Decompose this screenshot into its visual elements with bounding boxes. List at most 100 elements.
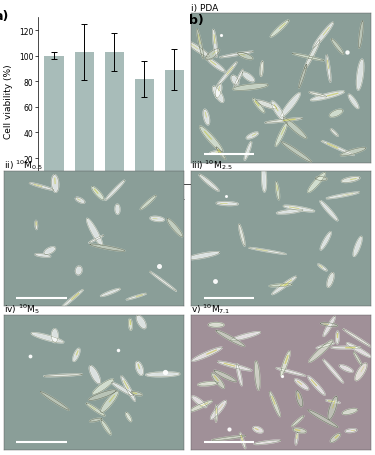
Polygon shape <box>101 420 111 435</box>
Polygon shape <box>292 54 324 61</box>
Polygon shape <box>44 247 55 255</box>
Polygon shape <box>354 352 362 365</box>
Polygon shape <box>281 94 300 118</box>
Polygon shape <box>321 323 338 327</box>
Polygon shape <box>282 142 312 163</box>
Polygon shape <box>355 363 367 381</box>
Polygon shape <box>230 332 261 341</box>
Polygon shape <box>121 376 135 401</box>
Polygon shape <box>323 317 335 337</box>
Polygon shape <box>167 219 183 238</box>
Polygon shape <box>92 187 104 200</box>
Polygon shape <box>320 201 338 221</box>
Polygon shape <box>100 289 120 297</box>
Polygon shape <box>234 70 243 87</box>
Polygon shape <box>326 400 340 403</box>
Polygon shape <box>189 400 212 412</box>
Text: b): b) <box>189 14 204 27</box>
Polygon shape <box>192 396 207 408</box>
Polygon shape <box>186 252 220 260</box>
Polygon shape <box>346 343 372 358</box>
Polygon shape <box>215 85 222 99</box>
Polygon shape <box>217 361 252 371</box>
Polygon shape <box>140 196 156 210</box>
Polygon shape <box>150 272 177 292</box>
Polygon shape <box>87 219 102 246</box>
Text: v) $^{10}$M$_{7.1}$: v) $^{10}$M$_{7.1}$ <box>191 301 231 315</box>
Polygon shape <box>255 361 260 390</box>
Polygon shape <box>60 290 83 309</box>
Polygon shape <box>86 403 105 416</box>
Polygon shape <box>89 366 101 384</box>
Polygon shape <box>332 347 361 349</box>
Polygon shape <box>35 221 38 230</box>
Polygon shape <box>309 340 333 363</box>
Polygon shape <box>90 418 102 422</box>
Polygon shape <box>327 192 360 199</box>
Polygon shape <box>326 56 331 83</box>
Polygon shape <box>328 396 338 420</box>
Polygon shape <box>237 364 242 386</box>
Polygon shape <box>271 102 285 121</box>
Polygon shape <box>270 392 280 417</box>
Bar <box>75 53 94 184</box>
Polygon shape <box>211 373 225 389</box>
Polygon shape <box>295 379 309 390</box>
Polygon shape <box>212 435 246 440</box>
Polygon shape <box>90 244 125 252</box>
Polygon shape <box>345 429 357 433</box>
Y-axis label: Cell viability (%): Cell viability (%) <box>4 64 13 138</box>
Bar <box>45 56 64 184</box>
Polygon shape <box>216 148 226 160</box>
Polygon shape <box>280 351 290 376</box>
Polygon shape <box>283 118 307 139</box>
Polygon shape <box>262 167 267 192</box>
Polygon shape <box>308 376 325 395</box>
Polygon shape <box>129 319 132 330</box>
Polygon shape <box>269 284 292 287</box>
Polygon shape <box>35 254 51 258</box>
Polygon shape <box>207 59 225 73</box>
Polygon shape <box>51 329 58 343</box>
Polygon shape <box>343 329 372 348</box>
Polygon shape <box>210 152 222 154</box>
Polygon shape <box>249 248 286 255</box>
Polygon shape <box>126 413 132 422</box>
Text: iii) $^{10}$M$_{2.5}$: iii) $^{10}$M$_{2.5}$ <box>191 158 232 172</box>
Polygon shape <box>353 237 362 257</box>
Polygon shape <box>275 123 287 147</box>
Polygon shape <box>238 53 253 61</box>
Polygon shape <box>186 42 210 58</box>
Polygon shape <box>217 63 237 87</box>
Polygon shape <box>340 148 366 157</box>
Polygon shape <box>256 101 277 110</box>
Polygon shape <box>327 273 334 288</box>
Polygon shape <box>308 173 326 193</box>
Polygon shape <box>239 225 245 246</box>
Polygon shape <box>192 347 222 361</box>
Polygon shape <box>100 391 118 413</box>
Polygon shape <box>73 349 80 362</box>
Polygon shape <box>270 21 289 38</box>
Polygon shape <box>232 85 268 91</box>
Polygon shape <box>89 236 104 243</box>
Polygon shape <box>330 433 340 442</box>
Polygon shape <box>51 175 59 193</box>
Polygon shape <box>358 22 363 49</box>
Polygon shape <box>198 382 218 386</box>
Polygon shape <box>308 410 338 428</box>
Polygon shape <box>112 383 134 396</box>
Polygon shape <box>323 359 344 383</box>
Bar <box>135 80 154 184</box>
Polygon shape <box>260 62 263 77</box>
Polygon shape <box>215 405 217 422</box>
Text: i) PDA: i) PDA <box>191 4 218 13</box>
Polygon shape <box>135 362 143 375</box>
Polygon shape <box>242 73 255 83</box>
Polygon shape <box>299 65 307 89</box>
Polygon shape <box>348 95 359 109</box>
Polygon shape <box>357 60 364 91</box>
Polygon shape <box>336 331 339 344</box>
Polygon shape <box>93 379 114 394</box>
Polygon shape <box>126 294 146 300</box>
